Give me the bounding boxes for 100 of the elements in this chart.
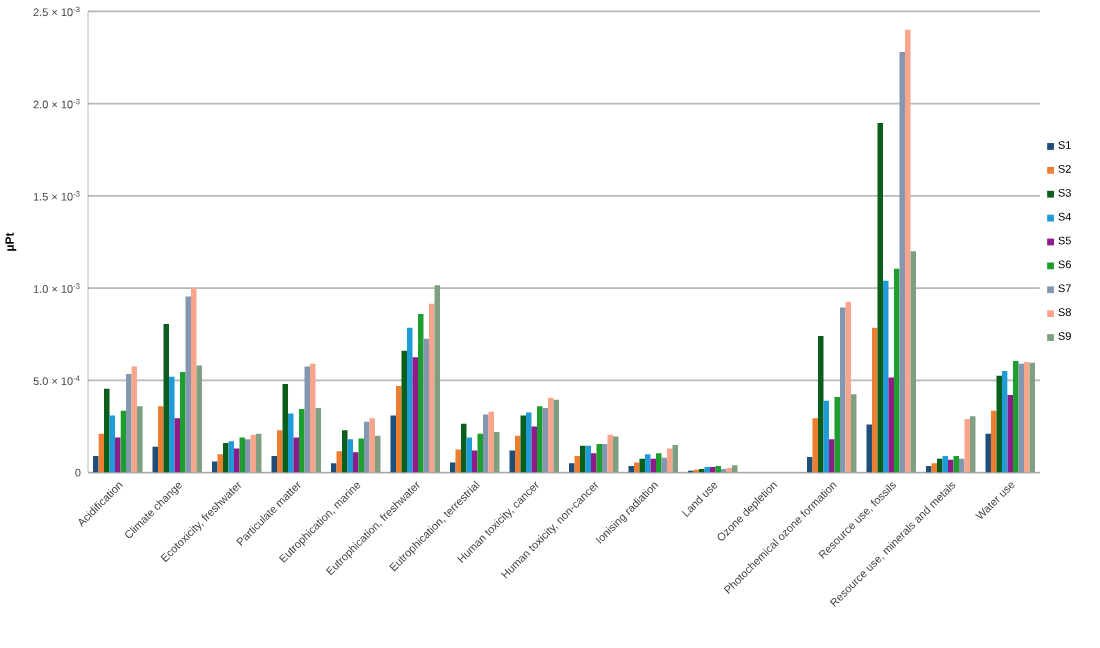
bar bbox=[715, 466, 721, 473]
bar bbox=[1018, 363, 1024, 473]
bar bbox=[331, 463, 337, 473]
bar bbox=[672, 444, 678, 473]
bar bbox=[726, 467, 732, 473]
bar bbox=[888, 377, 894, 473]
bar bbox=[174, 418, 181, 473]
bar bbox=[169, 376, 175, 473]
bar bbox=[823, 400, 829, 473]
bar bbox=[996, 375, 1002, 473]
bar bbox=[904, 29, 911, 473]
bar bbox=[120, 410, 127, 473]
bar bbox=[882, 280, 889, 473]
bar bbox=[163, 324, 170, 473]
bar bbox=[953, 455, 959, 473]
bar bbox=[537, 406, 543, 473]
bar bbox=[656, 453, 662, 473]
bar bbox=[282, 384, 289, 473]
bar bbox=[704, 467, 710, 473]
bar bbox=[964, 419, 970, 473]
bar bbox=[466, 437, 472, 473]
bar bbox=[591, 453, 597, 473]
bar bbox=[877, 123, 883, 473]
bar bbox=[990, 410, 997, 473]
bar bbox=[1023, 361, 1030, 473]
bar bbox=[639, 458, 645, 473]
bar bbox=[412, 357, 419, 473]
bar bbox=[483, 414, 489, 473]
bar bbox=[628, 466, 634, 473]
bar bbox=[196, 365, 203, 473]
bar bbox=[515, 435, 521, 473]
bar bbox=[336, 451, 343, 473]
bar bbox=[931, 463, 937, 473]
bar bbox=[1012, 360, 1019, 473]
bar bbox=[812, 418, 818, 473]
bar bbox=[1001, 371, 1008, 473]
bar bbox=[131, 366, 138, 473]
bar bbox=[1007, 395, 1013, 473]
bar bbox=[434, 285, 440, 473]
bar bbox=[390, 415, 397, 473]
bar bbox=[115, 437, 121, 473]
bar bbox=[650, 458, 656, 473]
bar bbox=[256, 433, 262, 473]
bar bbox=[223, 443, 229, 473]
bar bbox=[277, 430, 283, 473]
bar bbox=[488, 411, 494, 473]
bar bbox=[553, 399, 559, 473]
bar bbox=[607, 434, 613, 473]
bar bbox=[661, 457, 667, 473]
bar bbox=[520, 415, 526, 473]
bar bbox=[899, 51, 905, 473]
bar bbox=[93, 455, 99, 473]
bar bbox=[358, 438, 364, 473]
bar bbox=[375, 435, 381, 473]
bar bbox=[574, 455, 580, 473]
bar bbox=[828, 439, 835, 473]
bar bbox=[866, 424, 872, 473]
bar bbox=[969, 416, 976, 473]
bar bbox=[364, 421, 370, 473]
bar bbox=[180, 372, 186, 473]
bar bbox=[817, 336, 824, 473]
bar bbox=[212, 461, 218, 473]
bar bbox=[228, 441, 235, 473]
bar bbox=[104, 388, 110, 473]
bar bbox=[158, 406, 164, 473]
bar bbox=[288, 413, 294, 473]
bar bbox=[942, 455, 948, 473]
bar bbox=[1029, 362, 1035, 473]
bar bbox=[315, 408, 322, 473]
bar bbox=[299, 408, 305, 473]
bar bbox=[407, 327, 413, 473]
bar bbox=[839, 307, 846, 473]
bar bbox=[304, 366, 311, 473]
bar bbox=[472, 450, 478, 473]
bar bbox=[548, 397, 554, 473]
bar bbox=[596, 443, 602, 473]
bar bbox=[494, 431, 500, 473]
bar bbox=[369, 418, 376, 473]
bar bbox=[429, 303, 435, 473]
bar bbox=[418, 313, 424, 473]
bar bbox=[310, 363, 316, 473]
bar bbox=[347, 439, 354, 473]
bar bbox=[234, 448, 240, 473]
bar bbox=[401, 350, 408, 473]
bar bbox=[353, 452, 359, 473]
bar bbox=[423, 338, 429, 473]
bar bbox=[531, 426, 537, 473]
bar bbox=[185, 296, 192, 473]
bar bbox=[871, 327, 878, 473]
bar bbox=[850, 394, 857, 473]
bar bbox=[834, 396, 840, 473]
bar bbox=[985, 433, 991, 473]
bar bbox=[191, 288, 197, 473]
bar bbox=[109, 415, 116, 473]
bar bbox=[245, 439, 251, 473]
bar bbox=[342, 430, 348, 473]
bar bbox=[580, 445, 586, 473]
bar bbox=[396, 385, 402, 473]
bar bbox=[893, 268, 900, 473]
bar bbox=[450, 462, 456, 473]
